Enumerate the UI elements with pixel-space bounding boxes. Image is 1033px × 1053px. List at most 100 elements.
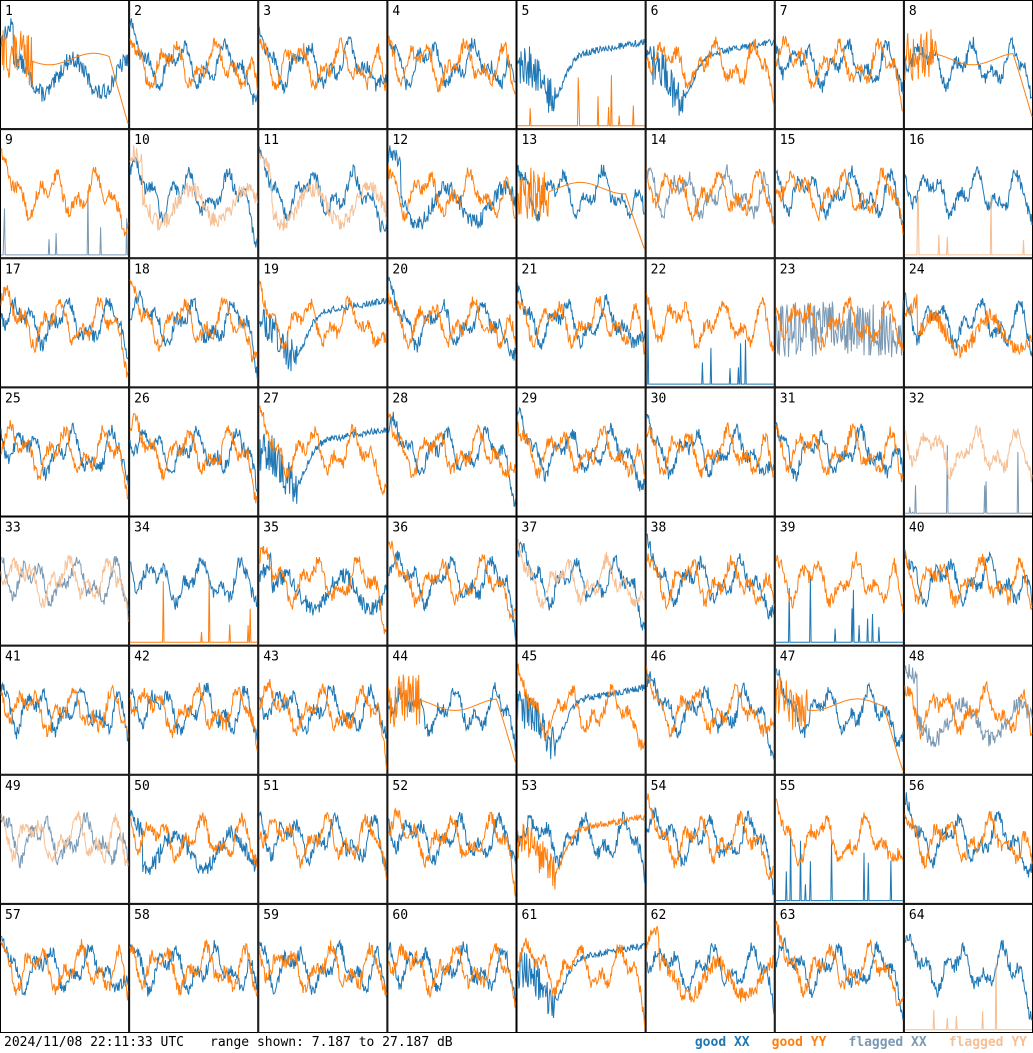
antenna-number-label: 27 bbox=[263, 391, 279, 406]
range-text: range shown: 7.187 to 27.187 dB bbox=[210, 1035, 453, 1050]
legend-good-xx: good XX bbox=[694, 1035, 750, 1050]
yy-spectrum-line bbox=[259, 812, 387, 881]
antenna-number-label: 5 bbox=[522, 4, 530, 19]
yy-spectrum-line bbox=[904, 424, 1033, 483]
antenna-number-label: 6 bbox=[651, 4, 659, 19]
yy-spectrum-line bbox=[129, 812, 258, 867]
xx-spectrum-line bbox=[517, 943, 646, 1019]
xx-spectrum-line bbox=[775, 300, 904, 358]
xx-spectrum-line bbox=[904, 166, 1033, 226]
yy-spectrum-line bbox=[517, 419, 646, 479]
antenna-panel-60: 60 bbox=[387, 903, 517, 1033]
xx-spectrum-line bbox=[0, 812, 129, 869]
yy-spectrum-line bbox=[646, 168, 775, 225]
yy-spectrum-line bbox=[646, 793, 775, 881]
panel-frame bbox=[903, 258, 1033, 388]
yy-spectrum-line bbox=[904, 680, 1033, 740]
antenna-panel-48: 48 bbox=[903, 645, 1033, 775]
antenna-panel-41: 41 bbox=[0, 645, 130, 775]
yy-spectrum-line bbox=[646, 293, 775, 353]
panel-frame bbox=[774, 516, 904, 646]
xx-spectrum-line bbox=[0, 935, 129, 996]
antenna-number-label: 20 bbox=[392, 262, 408, 277]
yy-spectrum-line bbox=[258, 151, 387, 232]
antenna-number-label: 19 bbox=[263, 262, 279, 277]
xx-spectrum-line bbox=[0, 556, 129, 611]
antenna-panel-50: 50 bbox=[129, 774, 259, 904]
antenna-number-label: 45 bbox=[522, 650, 538, 665]
antenna-panel-8: 8 bbox=[903, 0, 1033, 130]
antenna-panel-45: 45 bbox=[516, 645, 646, 775]
antenna-panel-37: 37 bbox=[516, 516, 646, 646]
yy-spectrum-line bbox=[0, 554, 129, 622]
legend-flagged-yy: flagged YY bbox=[948, 1035, 1027, 1050]
antenna-panel-54: 54 bbox=[645, 774, 775, 904]
panel-frame bbox=[258, 645, 388, 775]
xx-spectrum-line bbox=[0, 422, 129, 486]
antenna-number-label: 11 bbox=[263, 133, 279, 148]
antenna-panel-34: 34 bbox=[129, 516, 259, 646]
yy-spectrum-line bbox=[904, 810, 1033, 869]
antenna-panel-22: 22 bbox=[645, 258, 775, 388]
yy-spectrum-line bbox=[258, 940, 387, 996]
yy-spectrum-line bbox=[0, 811, 129, 866]
timestamp: 2024/11/08 22:11:33 UTC bbox=[4, 1035, 185, 1050]
antenna-panel-59: 59 bbox=[258, 903, 388, 1033]
antenna-panel-15: 15 bbox=[774, 129, 904, 259]
yy-spectrum-line bbox=[129, 412, 258, 504]
antenna-number-label: 47 bbox=[780, 650, 796, 665]
antenna-panel-11: 11 bbox=[258, 129, 388, 259]
xx-spectrum-line bbox=[129, 939, 258, 997]
antenna-number-label: 49 bbox=[5, 779, 21, 794]
xx-spectrum-line bbox=[646, 533, 775, 621]
panel-frame bbox=[387, 774, 517, 904]
antenna-panel-42: 42 bbox=[129, 645, 259, 775]
yy-spectrum-line bbox=[258, 37, 387, 91]
yy-spectrum-line bbox=[775, 35, 904, 112]
antenna-number-label: 23 bbox=[780, 262, 796, 277]
yy-spectrum-line bbox=[775, 920, 904, 1007]
yy-spectrum-line bbox=[517, 663, 646, 751]
antenna-panel-58: 58 bbox=[129, 903, 259, 1033]
yy-spectrum-line bbox=[904, 550, 1033, 611]
antenna-number-label: 13 bbox=[522, 133, 538, 148]
antenna-number-label: 40 bbox=[909, 521, 925, 536]
antenna-number-label: 37 bbox=[522, 521, 538, 536]
antenna-number-label: 36 bbox=[392, 521, 408, 536]
antenna-number-label: 56 bbox=[909, 779, 925, 794]
antenna-panel-10: 10 bbox=[129, 129, 259, 259]
panel-frame bbox=[903, 903, 1033, 1033]
antenna-number-label: 54 bbox=[651, 779, 667, 794]
antenna-panel-32: 32 bbox=[903, 387, 1033, 517]
panel-frame bbox=[387, 258, 517, 388]
yy-spectrum-line bbox=[775, 423, 904, 483]
panel-frame bbox=[387, 903, 517, 1033]
antenna-panel-33: 33 bbox=[0, 516, 130, 646]
antenna-number-label: 39 bbox=[780, 521, 796, 536]
antenna-number-label: 53 bbox=[522, 779, 538, 794]
yy-spectrum-line bbox=[259, 405, 387, 496]
xx-spectrum-line bbox=[517, 541, 646, 631]
xx-spectrum-line bbox=[0, 681, 129, 742]
panel-frame bbox=[258, 258, 388, 388]
antenna-number-label: 14 bbox=[651, 133, 667, 148]
antenna-panel-40: 40 bbox=[903, 516, 1033, 646]
antenna-panel-25: 25 bbox=[0, 387, 130, 517]
yy-spectrum-line bbox=[775, 167, 904, 235]
legend-flagged-xx: flagged XX bbox=[848, 1035, 927, 1050]
xx-spectrum-line bbox=[775, 422, 904, 483]
antenna-panel-20: 20 bbox=[387, 258, 517, 388]
antenna-panel-39: 39 bbox=[774, 516, 904, 646]
antenna-panel-38: 38 bbox=[645, 516, 775, 646]
yy-spectrum-line bbox=[775, 551, 904, 613]
antenna-panel-61: 61 bbox=[516, 903, 646, 1033]
antenna-panel-44: 44 bbox=[387, 645, 517, 775]
antenna-number-label: 52 bbox=[392, 779, 408, 794]
xx-spectrum-line bbox=[904, 792, 1033, 878]
xx-spectrum-line bbox=[1, 190, 129, 256]
xx-spectrum-line bbox=[904, 445, 1032, 514]
antenna-number-label: 7 bbox=[780, 4, 788, 19]
antenna-panel-47: 47 bbox=[774, 645, 904, 775]
yy-spectrum-line bbox=[129, 682, 258, 752]
antenna-number-label: 35 bbox=[263, 521, 279, 536]
